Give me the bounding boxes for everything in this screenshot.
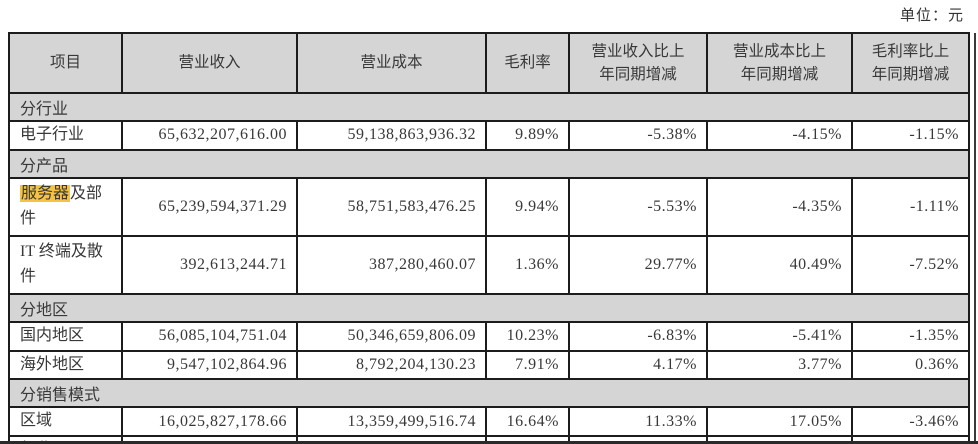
section-row-by-product: 分产品 — [8, 148, 970, 179]
section-label: 分销售模式 — [8, 378, 970, 409]
item-cell: 电子行业 — [8, 120, 123, 151]
row-server-and-components: 服务器及部件 65,239,594,371.29 58,751,583,476.… — [8, 176, 970, 237]
revenue-yoy-cell: 11.33% — [568, 406, 708, 438]
cost-cell: 387,280,460.07 — [296, 234, 487, 295]
row-it-terminal-and-parts: IT 终端及散件 392,613,244.71 387,280,460.07 1… — [8, 234, 970, 295]
margin-cell: 9.94% — [485, 176, 570, 237]
section-row-by-industry: 分行业 — [8, 92, 970, 122]
cost-yoy-cell: 17.05% — [706, 406, 853, 438]
margin-yoy-cell: -3.46% — [851, 406, 970, 438]
section-row-by-region: 分地区 — [8, 292, 970, 323]
item-cell: 服务器及部件 — [8, 176, 123, 237]
section-label: 分行业 — [8, 92, 970, 122]
margin-yoy-cell: 0.36% — [851, 349, 970, 381]
margin-cell: 7.91% — [485, 349, 570, 381]
margin-yoy-cell: -1.11% — [851, 176, 970, 237]
highlighted-text: 服务器 — [20, 185, 71, 202]
revenue-cell: 65,239,594,371.29 — [121, 176, 298, 237]
margin-cell: 16.64% — [485, 406, 570, 438]
cost-cell: 59,138,863,936.32 — [296, 120, 487, 151]
unit-label: 单位：元 — [899, 8, 964, 24]
section-label: 分产品 — [8, 148, 970, 179]
cost-yoy-cell: -4.35% — [706, 176, 853, 237]
revenue-yoy-cell: 4.17% — [568, 349, 708, 381]
revenue-cell: 65,632,207,616.00 — [121, 120, 298, 151]
row-regional-model: 区域 16,025,827,178.66 13,359,499,516.74 1… — [8, 406, 970, 438]
cost-cell: 8,792,204,130.23 — [296, 349, 487, 381]
cost-cell: 50,346,659,806.09 — [296, 320, 487, 352]
revenue-cell: 16,025,827,178.66 — [121, 406, 298, 438]
page-right-edge-line — [974, 33, 976, 444]
revenue-yoy-cell: -5.38% — [568, 120, 708, 151]
col-header-gross-margin: 毛利率 — [485, 32, 570, 94]
revenue-yoy-cell: 29.77% — [568, 234, 708, 295]
revenue-yoy-cell: -6.83% — [568, 320, 708, 352]
margin-yoy-cell: -1.15% — [851, 120, 970, 151]
item-cell: 区域 — [8, 406, 123, 438]
section-label: 分地区 — [8, 292, 970, 323]
margin-yoy-cell: -1.35% — [851, 320, 970, 352]
table-header-row: 项目 营业收入 营业成本 毛利率 营业收入比上 年同期增减 营业成本比上 年同期… — [8, 32, 970, 94]
col-header-revenue: 营业收入 — [121, 32, 298, 94]
margin-cell: 9.89% — [485, 120, 570, 151]
margin-cell: 1.36% — [485, 234, 570, 295]
revenue-yoy-cell: -5.53% — [568, 176, 708, 237]
cost-cell: 13,359,499,516.74 — [296, 406, 487, 438]
row-electronics-industry: 电子行业 65,632,207,616.00 59,138,863,936.32… — [8, 120, 970, 151]
financial-breakdown-table: 项目 营业收入 营业成本 毛利率 营业收入比上 年同期增减 营业成本比上 年同期… — [8, 32, 970, 444]
col-header-margin-yoy: 毛利率比上 年同期增减 — [851, 32, 970, 94]
item-cell: IT 终端及散件 — [8, 234, 123, 295]
cost-yoy-cell: -5.41% — [706, 320, 853, 352]
item-cell: 海外地区 — [8, 349, 123, 381]
revenue-cell: 392,613,244.71 — [121, 234, 298, 295]
col-header-cost: 营业成本 — [296, 32, 487, 94]
row-overseas-region: 海外地区 9,547,102,864.96 8,792,204,130.23 7… — [8, 349, 970, 381]
item-text: 及部件 — [20, 185, 103, 227]
col-header-cost-yoy: 营业成本比上 年同期增减 — [706, 32, 853, 94]
page-bottom-edge-line — [0, 441, 978, 444]
col-header-item: 项目 — [8, 32, 123, 94]
row-domestic-region: 国内地区 56,085,104,751.04 50,346,659,806.09… — [8, 320, 970, 352]
margin-cell: 10.23% — [485, 320, 570, 352]
cost-cell: 58,751,583,476.25 — [296, 176, 487, 237]
revenue-cell: 56,085,104,751.04 — [121, 320, 298, 352]
item-cell: 国内地区 — [8, 320, 123, 352]
section-row-by-sales-model: 分销售模式 — [8, 378, 970, 409]
cost-yoy-cell: 3.77% — [706, 349, 853, 381]
margin-yoy-cell: -7.52% — [851, 234, 970, 295]
revenue-cell: 9,547,102,864.96 — [121, 349, 298, 381]
col-header-revenue-yoy: 营业收入比上 年同期增减 — [568, 32, 708, 94]
cost-yoy-cell: -4.15% — [706, 120, 853, 151]
cost-yoy-cell: 40.49% — [706, 234, 853, 295]
